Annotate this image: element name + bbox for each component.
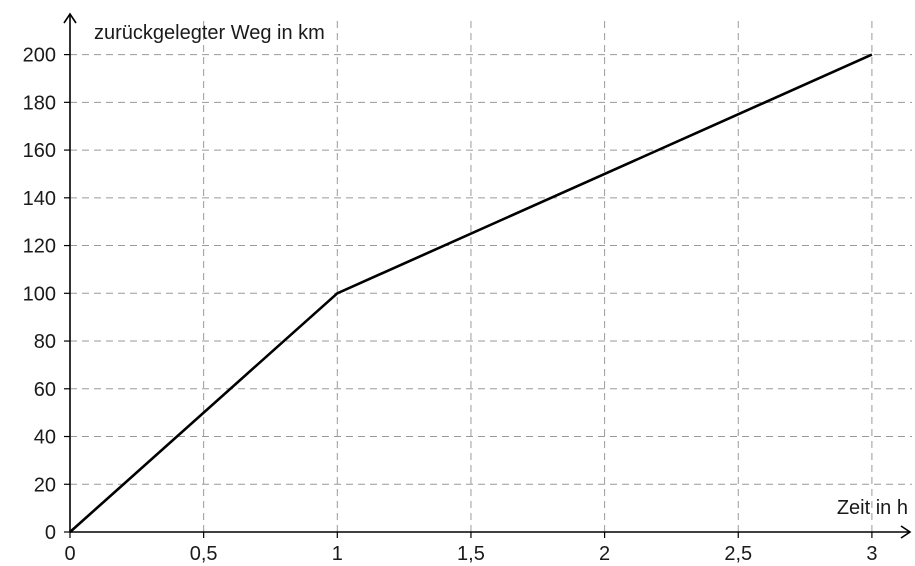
- y-tick-label: 180: [23, 92, 56, 114]
- distance-time-line: [69, 53, 873, 533]
- x-axis-arrow-icon: [900, 525, 912, 539]
- y-tick-label: 100: [23, 283, 56, 305]
- y-tick-label: 20: [34, 474, 56, 496]
- x-tick-label: 1: [332, 543, 343, 565]
- tick-labels: 0 0,5 1 1,5 2 2,5 3 0 20 40 60 80 100 120 140 160 180 200: [23, 45, 878, 565]
- y-tick-label: 60: [34, 379, 56, 401]
- y-axis-title: zurückgelegter Weg in km: [94, 22, 325, 44]
- y-tick-label: 80: [34, 331, 56, 353]
- y-tick-label: 120: [23, 236, 56, 258]
- x-tick-label: 3: [866, 543, 877, 565]
- y-tick-label: 160: [23, 140, 56, 162]
- y-tick-label: 140: [23, 188, 56, 210]
- y-tick-label: 200: [23, 45, 56, 67]
- x-tick-label: 0: [64, 543, 75, 565]
- x-tick-label: 0,5: [190, 543, 218, 565]
- x-tick-label: 1,5: [457, 543, 485, 565]
- y-axis-arrow-icon: [63, 12, 77, 24]
- series-lines: [69, 53, 873, 533]
- grid-lines: [70, 16, 912, 532]
- x-axis-title: Zeit in h: [837, 497, 908, 519]
- x-tick-label: 2: [599, 543, 610, 565]
- y-tick-label: 0: [45, 522, 56, 544]
- axes: [63, 12, 912, 539]
- x-tick-label: 2,5: [724, 543, 752, 565]
- y-tick-label: 40: [34, 427, 56, 449]
